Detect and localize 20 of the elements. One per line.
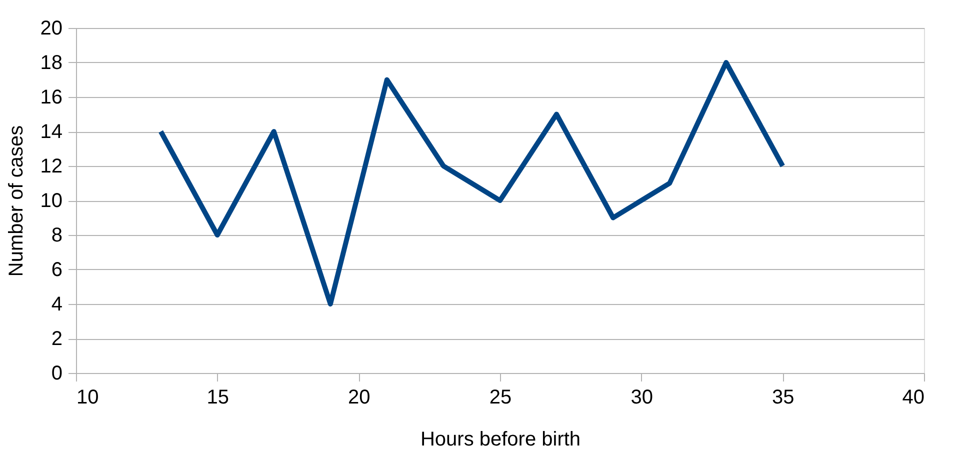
- x-axis-title: Hours before birth: [420, 428, 581, 450]
- x-tick-label: 35: [772, 386, 794, 408]
- y-tick-label: 0: [51, 362, 62, 384]
- y-tick-label: 2: [51, 328, 62, 350]
- y-axis-title: Number of cases: [5, 125, 28, 277]
- y-tick-label: 16: [40, 86, 62, 108]
- y-tick-label: 6: [51, 259, 62, 281]
- y-tick-label: 10: [40, 190, 62, 212]
- y-tick-label: 18: [40, 52, 62, 74]
- x-tick-label: 20: [348, 386, 370, 408]
- y-tick-label: 20: [40, 18, 62, 40]
- y-tick-label: 14: [40, 121, 62, 143]
- x-tick-label: 25: [489, 386, 512, 408]
- y-tick-label: 8: [51, 224, 62, 246]
- x-tick-label: 10: [76, 386, 99, 408]
- x-tick-label: 30: [630, 386, 653, 408]
- x-tick-label: 15: [206, 386, 229, 408]
- x-tick-label: 40: [902, 386, 924, 408]
- y-tick-label: 4: [51, 294, 62, 316]
- y-tick-label: 12: [40, 156, 62, 178]
